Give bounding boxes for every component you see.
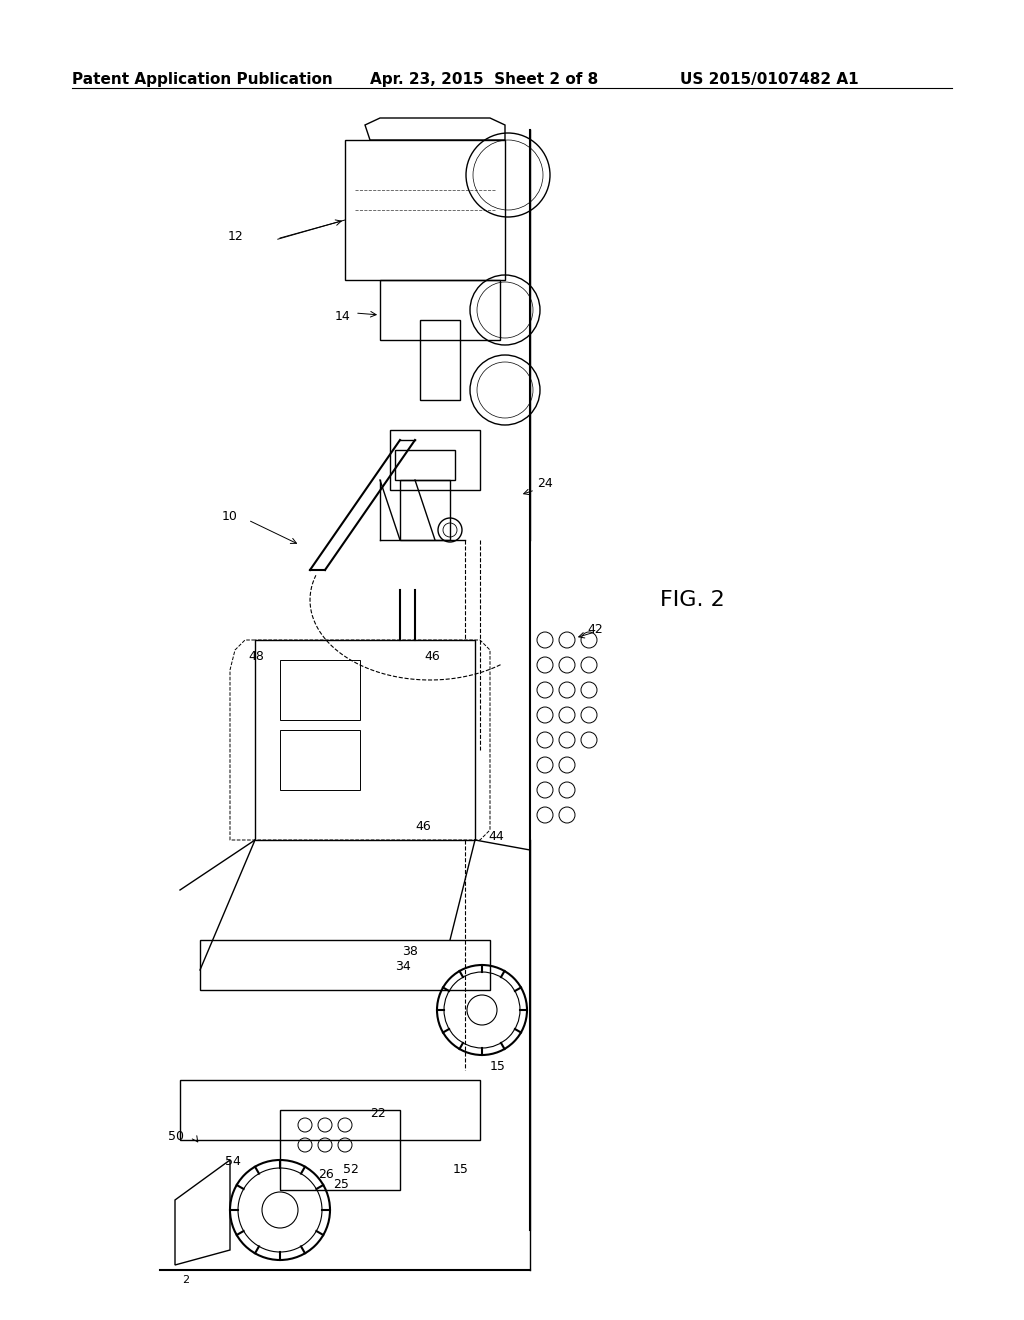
Text: 34: 34: [395, 960, 411, 973]
Bar: [380, 280, 500, 341]
Bar: [345, 140, 505, 280]
Text: 15: 15: [490, 1060, 506, 1073]
Text: Apr. 23, 2015  Sheet 2 of 8: Apr. 23, 2015 Sheet 2 of 8: [370, 73, 598, 87]
Text: 24: 24: [537, 477, 553, 490]
Bar: [255, 640, 475, 840]
Bar: [200, 940, 490, 990]
Text: 12: 12: [228, 230, 244, 243]
Text: 26: 26: [318, 1168, 334, 1181]
Text: 14: 14: [335, 310, 351, 323]
Text: 46: 46: [415, 820, 431, 833]
Bar: [180, 1080, 480, 1140]
Text: 2: 2: [182, 1275, 189, 1284]
Text: 42: 42: [587, 623, 603, 636]
Text: 48: 48: [248, 649, 264, 663]
Bar: [390, 430, 480, 490]
Bar: [280, 1110, 400, 1191]
Text: 10: 10: [222, 510, 238, 523]
Bar: [280, 730, 360, 789]
Text: US 2015/0107482 A1: US 2015/0107482 A1: [680, 73, 859, 87]
Text: 44: 44: [488, 830, 504, 843]
Text: 25: 25: [333, 1177, 349, 1191]
Text: 52: 52: [343, 1163, 358, 1176]
Text: 38: 38: [402, 945, 418, 958]
Text: 22: 22: [370, 1107, 386, 1119]
Text: 54: 54: [225, 1155, 241, 1168]
Text: Patent Application Publication: Patent Application Publication: [72, 73, 333, 87]
Bar: [420, 319, 460, 400]
Text: 15: 15: [453, 1163, 469, 1176]
Text: 46: 46: [424, 649, 439, 663]
Bar: [395, 450, 455, 480]
Text: 50: 50: [168, 1130, 184, 1143]
Bar: [400, 480, 450, 540]
Bar: [280, 660, 360, 719]
Text: FIG. 2: FIG. 2: [660, 590, 725, 610]
